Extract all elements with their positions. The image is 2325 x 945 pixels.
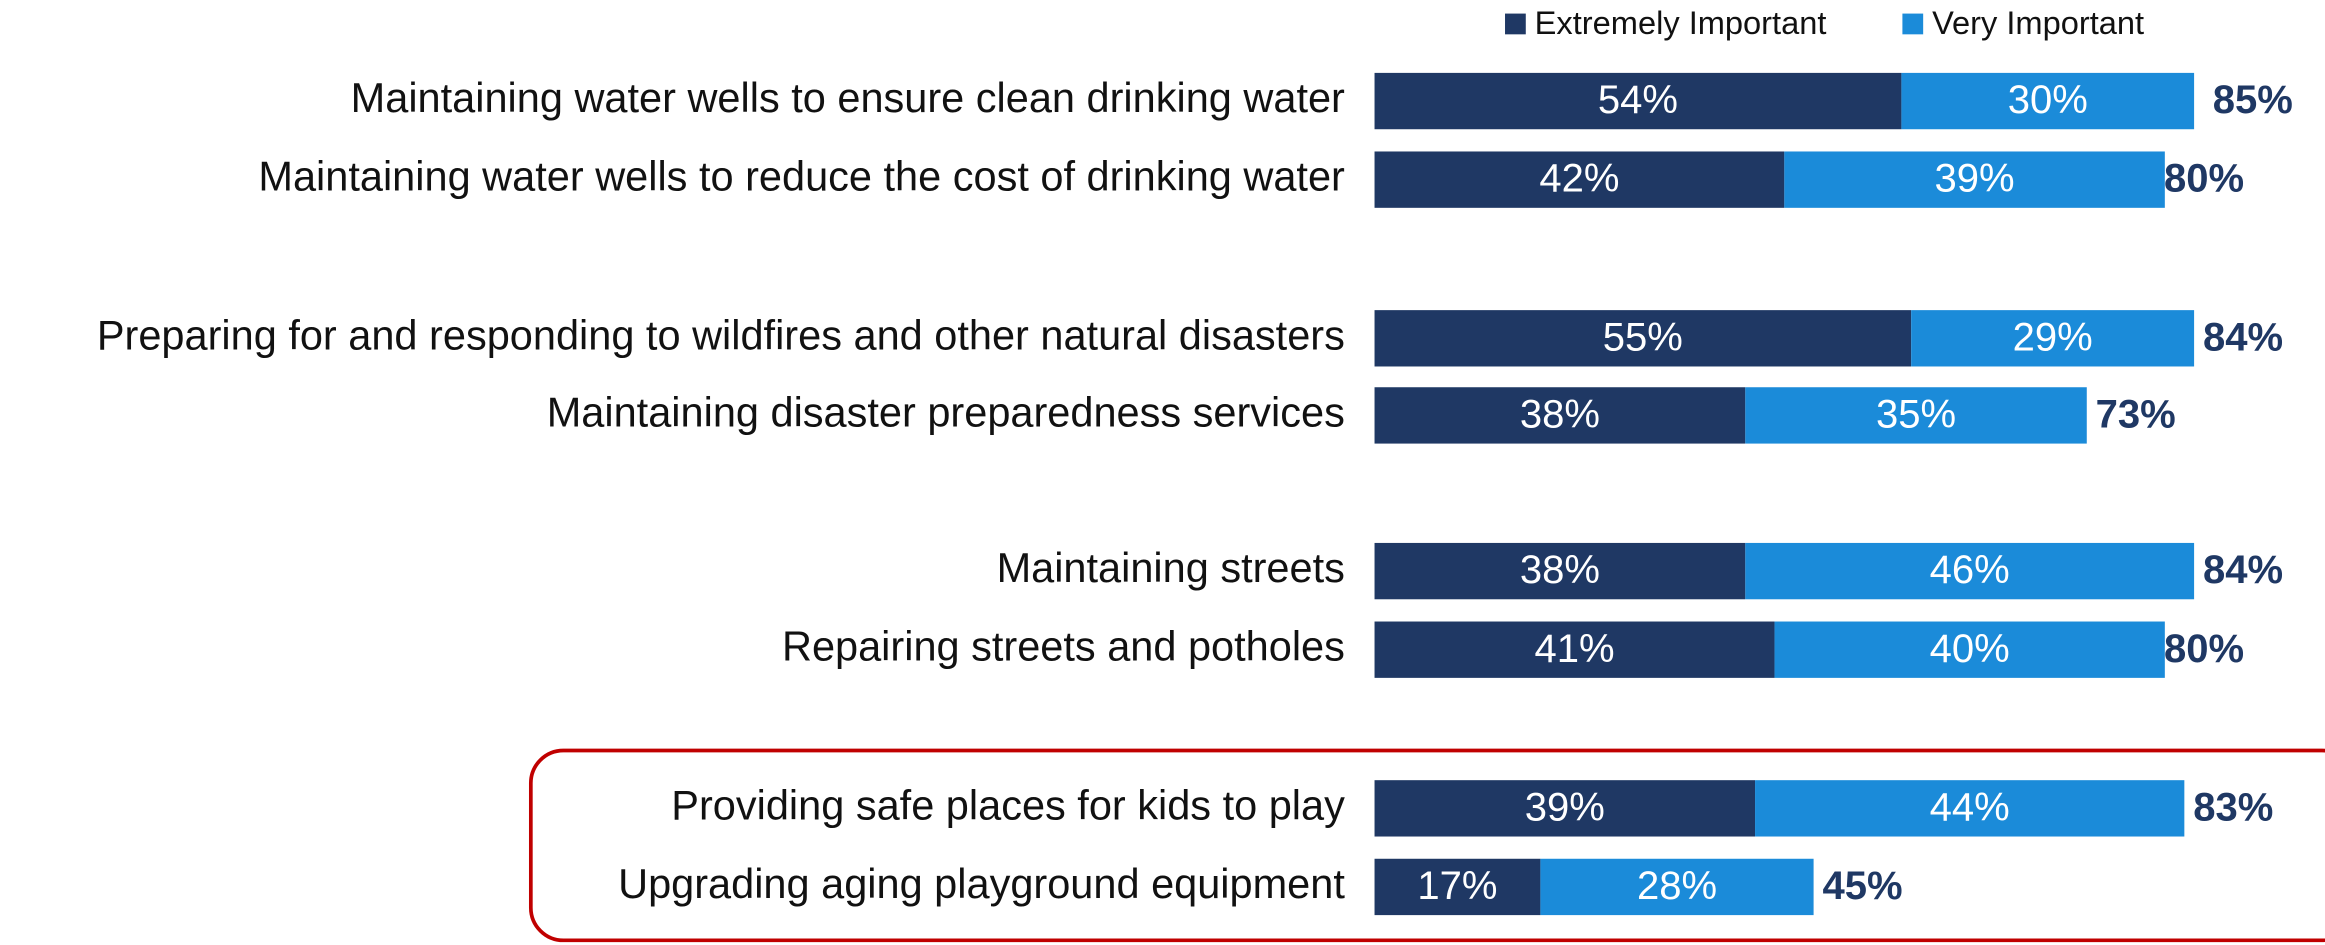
bar-segment bbox=[1374, 780, 1756, 837]
legend-swatch bbox=[1902, 13, 1924, 35]
bar-segment bbox=[1374, 310, 1912, 367]
category-label: Maintaining disaster preparedness servic… bbox=[547, 388, 1345, 435]
bar-segment bbox=[1374, 542, 1746, 600]
segment-label: 55% bbox=[1603, 315, 1683, 359]
bar-segment bbox=[1374, 151, 1785, 208]
segment-label: 38% bbox=[1520, 548, 1600, 592]
category-label: Repairing streets and potholes bbox=[782, 623, 1345, 670]
segment-label: 46% bbox=[1930, 548, 2010, 592]
bar-segment bbox=[1745, 387, 2087, 444]
category-label: Maintaining streets bbox=[997, 544, 1345, 591]
segment-label: 44% bbox=[1930, 785, 2010, 829]
bar-segment bbox=[1374, 387, 1746, 444]
segment-label: 30% bbox=[2008, 78, 2088, 122]
bar-segment bbox=[1745, 542, 2195, 600]
legend-swatch bbox=[1505, 13, 1526, 35]
category-label: Preparing for and responding to wildfire… bbox=[97, 311, 1345, 358]
category-label: Maintaining water wells to ensure clean … bbox=[351, 74, 1345, 121]
segment-label: 41% bbox=[1535, 627, 1615, 671]
segment-label: 40% bbox=[1930, 627, 2010, 671]
total-label: 85% bbox=[2213, 78, 2293, 122]
segment-label: 29% bbox=[2013, 315, 2093, 359]
legend-label: Extremely Important bbox=[1535, 4, 1827, 41]
total-label: 80% bbox=[2164, 627, 2244, 671]
legend-label: Very Important bbox=[1932, 4, 2144, 41]
segment-label: 38% bbox=[1520, 392, 1600, 436]
total-label: 84% bbox=[2203, 315, 2283, 359]
total-label: 83% bbox=[2193, 785, 2273, 829]
segment-label: 54% bbox=[1598, 78, 1678, 122]
bar-segment bbox=[1374, 858, 1541, 916]
category-label: Providing safe places for kids to play bbox=[671, 781, 1345, 828]
bar-segment bbox=[1911, 310, 2195, 367]
bar-segment bbox=[1374, 621, 1775, 678]
category-label: Maintaining water wells to reduce the co… bbox=[258, 153, 1345, 200]
bar-segment bbox=[1540, 858, 1814, 916]
total-label: 84% bbox=[2203, 548, 2283, 592]
bar-segment bbox=[1784, 151, 2165, 208]
segment-label: 28% bbox=[1637, 864, 1717, 908]
bar-segment bbox=[1374, 72, 1902, 130]
segment-label: 42% bbox=[1539, 157, 1619, 201]
segment-label: 39% bbox=[1935, 157, 2015, 201]
total-label: 73% bbox=[2096, 392, 2176, 436]
bar-segment bbox=[1774, 621, 2165, 678]
segment-label: 39% bbox=[1525, 785, 1605, 829]
bar-segment bbox=[1901, 72, 2195, 130]
segment-label: 17% bbox=[1417, 864, 1497, 908]
segment-label: 35% bbox=[1876, 392, 1956, 436]
bar-segment bbox=[1755, 780, 2185, 837]
total-label: 80% bbox=[2164, 157, 2244, 201]
highlight-box bbox=[528, 748, 2325, 943]
total-label: 45% bbox=[1822, 864, 1902, 908]
category-label: Upgrading aging playground equipment bbox=[618, 860, 1345, 907]
